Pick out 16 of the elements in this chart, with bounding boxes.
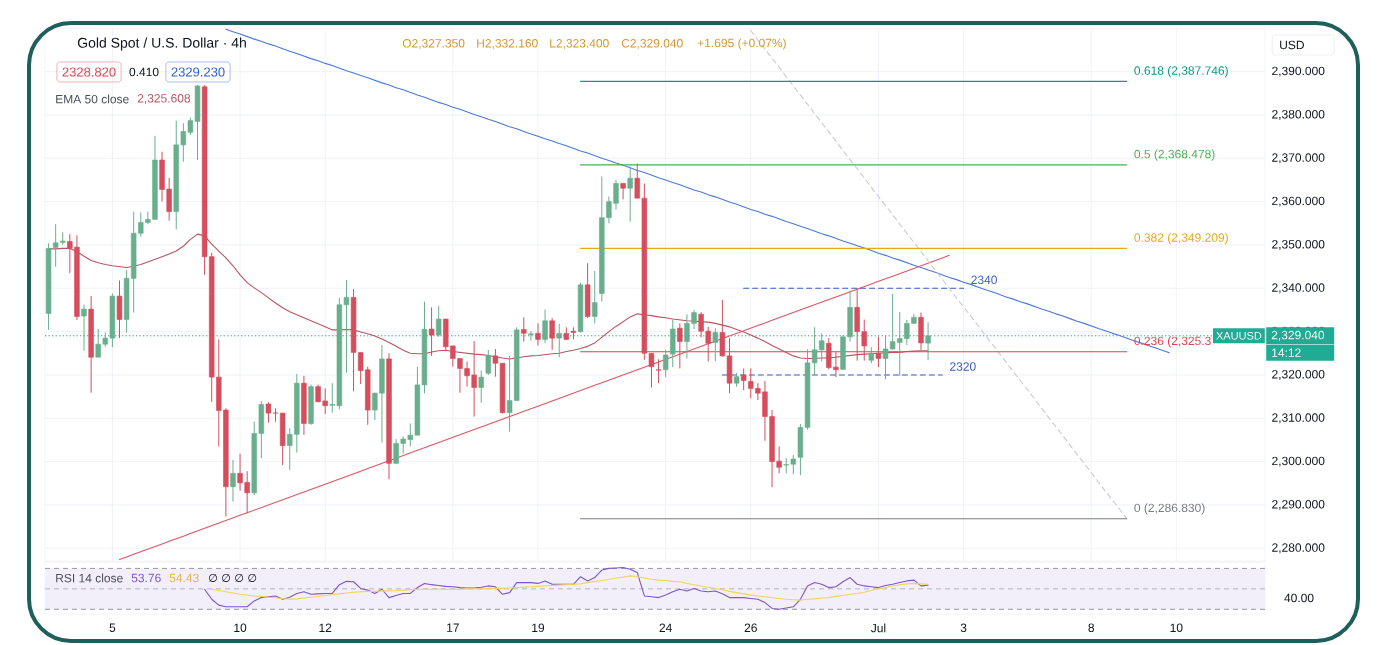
annotation: ∅ ∅ ∅ ∅ <box>209 574 257 582</box>
x-tick-label: 8 <box>1088 623 1095 633</box>
annotation: 53.76 <box>131 573 161 583</box>
x-tick-label: 3 <box>960 623 967 633</box>
x-tick-label: 17 <box>447 623 459 632</box>
x-tick-label: 19 <box>532 623 545 633</box>
x-tick-label: 12 <box>319 623 332 632</box>
text: 40.00 <box>1284 593 1314 603</box>
annotation: 54.43 <box>169 573 199 583</box>
x-tick-label: 24 <box>659 623 672 632</box>
x-tick-label: 10 <box>234 623 247 633</box>
x-tick-label: Jul <box>870 623 886 633</box>
x-tick-label: 26 <box>744 623 757 633</box>
x-tick-label: 5 <box>109 623 116 632</box>
chart-title: RSI 14 close <box>56 573 123 583</box>
x-tick-label: 10 <box>1170 623 1183 633</box>
